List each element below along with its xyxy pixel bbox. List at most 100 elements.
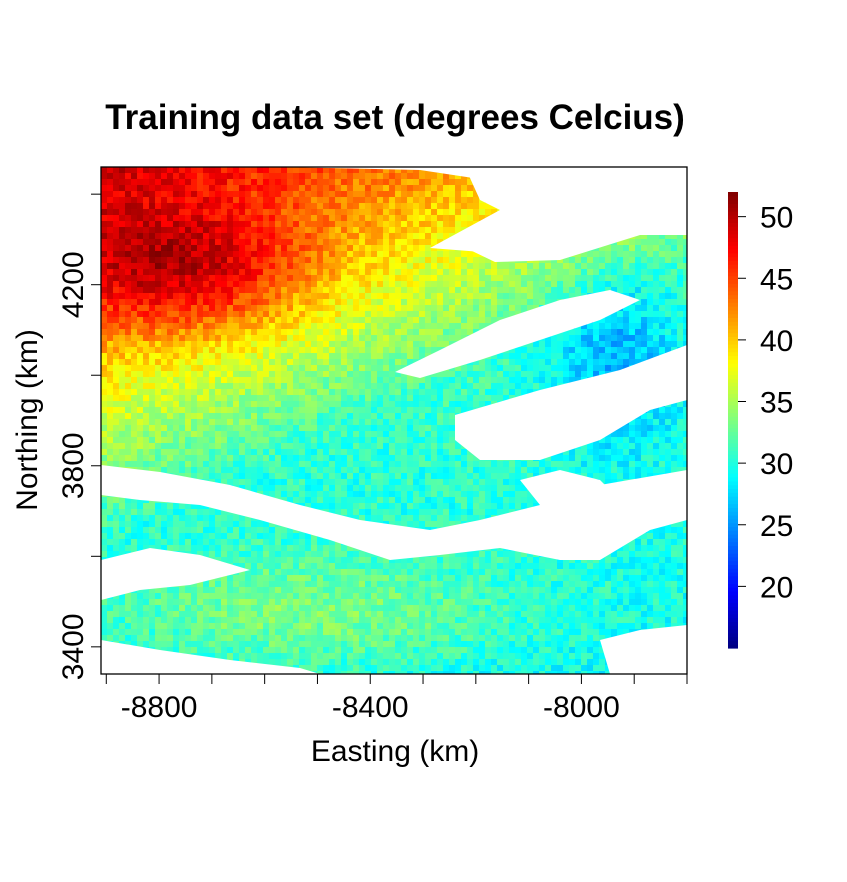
- heatmap-cell: [629, 311, 636, 318]
- heatmap-cell: [593, 455, 600, 462]
- heatmap-cell: [533, 377, 540, 384]
- heatmap-cell: [437, 431, 444, 438]
- heatmap-cell: [119, 359, 126, 366]
- heatmap-cell: [203, 287, 210, 294]
- heatmap-cell: [467, 179, 474, 186]
- heatmap-cell: [293, 389, 300, 396]
- heatmap-cell: [149, 251, 156, 258]
- heatmap-cell: [119, 275, 126, 282]
- heatmap-cell: [185, 401, 192, 408]
- heatmap-cell: [395, 221, 402, 228]
- heatmap-cell: [131, 209, 138, 216]
- heatmap-cell: [617, 335, 624, 342]
- heatmap-cell: [347, 401, 354, 408]
- heatmap-cell: [287, 317, 294, 324]
- heatmap-cell: [125, 221, 132, 228]
- heatmap-cell: [551, 281, 558, 288]
- heatmap-cell: [341, 449, 348, 456]
- heatmap-cell: [647, 467, 654, 474]
- heatmap-cell: [323, 227, 330, 234]
- heatmap-cell: [557, 341, 564, 348]
- heatmap-cell: [221, 353, 228, 360]
- heatmap-cell: [167, 269, 174, 276]
- heatmap-cell: [269, 269, 276, 276]
- heatmap-cell: [287, 443, 294, 450]
- heatmap-cell: [377, 467, 384, 474]
- heatmap-cell: [359, 293, 366, 300]
- heatmap-cell: [245, 395, 252, 402]
- heatmap-cell: [239, 419, 246, 426]
- heatmap-cell: [395, 239, 402, 246]
- heatmap-cell: [185, 251, 192, 258]
- heatmap-cell: [389, 191, 396, 198]
- heatmap-cell: [401, 335, 408, 342]
- heatmap-cell: [557, 293, 564, 300]
- heatmap-cell: [563, 467, 570, 474]
- heatmap-cell: [647, 263, 654, 270]
- heatmap-cell: [209, 467, 216, 474]
- heatmap-cell: [185, 233, 192, 240]
- heatmap-cell: [371, 461, 378, 468]
- heatmap-cell: [131, 413, 138, 420]
- heatmap-cell: [275, 353, 282, 360]
- heatmap-cell: [449, 281, 456, 288]
- heatmap-cell: [323, 203, 330, 210]
- heatmap-cell: [659, 425, 666, 432]
- heatmap-cell: [131, 395, 138, 402]
- heatmap-cell: [581, 449, 588, 456]
- heatmap-cell: [275, 257, 282, 264]
- heatmap-cell: [479, 287, 486, 294]
- heatmap-cell: [149, 455, 156, 462]
- heatmap-cell: [203, 365, 210, 372]
- heatmap-cell: [449, 221, 456, 228]
- heatmap-cell: [143, 365, 150, 372]
- heatmap-cell: [251, 203, 258, 210]
- heatmap-cell: [599, 317, 606, 324]
- heatmap-cell: [497, 395, 504, 402]
- heatmap-cell: [155, 257, 162, 264]
- heatmap-cell: [569, 275, 576, 282]
- heatmap-cell: [203, 281, 210, 288]
- heatmap-cell: [683, 275, 687, 282]
- heatmap-cell: [665, 251, 672, 258]
- heatmap-cell: [575, 263, 582, 270]
- heatmap-cell: [347, 173, 354, 180]
- heatmap-cell: [653, 443, 660, 450]
- heatmap-cell: [179, 257, 186, 264]
- heatmap-cell: [473, 371, 480, 378]
- heatmap-cell: [611, 347, 618, 354]
- heatmap-cell: [359, 185, 366, 192]
- heatmap-cell: [395, 197, 402, 204]
- heatmap-cell: [371, 263, 378, 270]
- heatmap-cell: [437, 335, 444, 342]
- heatmap-cell: [311, 407, 318, 414]
- heatmap-cell: [515, 359, 522, 366]
- heatmap-cell: [443, 179, 450, 186]
- heatmap-cell: [335, 257, 342, 264]
- heatmap-cell: [437, 407, 444, 414]
- heatmap-cell: [545, 359, 552, 366]
- heatmap-cell: [101, 461, 108, 468]
- heatmap-cell: [653, 269, 660, 276]
- heatmap-cell: [239, 455, 246, 462]
- heatmap-cell: [221, 203, 228, 210]
- heatmap-cell: [317, 257, 324, 264]
- heatmap-cell: [491, 371, 498, 378]
- heatmap-cell: [245, 287, 252, 294]
- heatmap-cell: [239, 377, 246, 384]
- heatmap-cell: [107, 401, 114, 408]
- heatmap-cell: [407, 317, 414, 324]
- heatmap-cell: [305, 455, 312, 462]
- heatmap-cell: [149, 257, 156, 264]
- heatmap-cell: [359, 419, 366, 426]
- heatmap-cell: [341, 185, 348, 192]
- heatmap-cell: [179, 299, 186, 306]
- heatmap-cell: [341, 401, 348, 408]
- heatmap-cell: [377, 431, 384, 438]
- heatmap-cell: [119, 425, 126, 432]
- heatmap-cell: [281, 413, 288, 420]
- heatmap-cell: [113, 257, 120, 264]
- heatmap-cell: [629, 317, 636, 324]
- heatmap-cell: [149, 227, 156, 234]
- heatmap-cell: [347, 389, 354, 396]
